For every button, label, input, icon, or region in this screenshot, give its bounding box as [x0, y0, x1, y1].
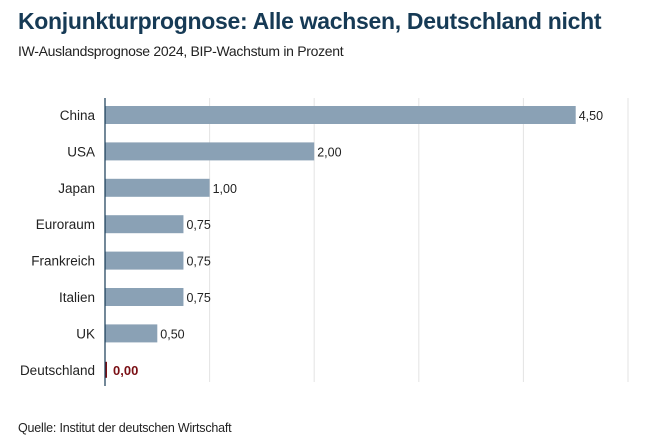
data-label: 4,50 — [579, 109, 603, 123]
category-label: Japan — [58, 181, 95, 196]
bar — [105, 106, 576, 124]
category-label: Italien — [59, 290, 95, 305]
bar — [105, 251, 184, 270]
data-label: 0,50 — [160, 327, 184, 341]
data-label: 2,00 — [317, 145, 341, 159]
bar — [105, 324, 158, 343]
category-label: USA — [67, 144, 95, 159]
data-label: 0,75 — [186, 255, 210, 269]
bar — [105, 288, 184, 306]
category-label: Deutschland — [20, 363, 95, 378]
data-label: 0,75 — [186, 218, 210, 232]
category-label: Frankreich — [31, 254, 95, 269]
data-label: 0,00 — [113, 363, 138, 378]
category-label: Euroraum — [36, 217, 95, 232]
data-label: 0,75 — [186, 291, 210, 305]
category-label: China — [60, 108, 96, 123]
source-note: Quelle: Institut der deutschen Wirtschaf… — [18, 421, 232, 435]
chart-title: Konjunkturprognose: Alle wachsen, Deutsc… — [18, 8, 602, 34]
category-label: UK — [76, 326, 95, 341]
chart-subtitle: IW-Auslandsprognose 2024, BIP-Wachstum i… — [18, 43, 344, 59]
data-label: 1,00 — [213, 182, 237, 196]
bar — [105, 178, 210, 197]
bar — [105, 215, 184, 234]
bar — [105, 142, 315, 161]
bar — [105, 361, 107, 378]
